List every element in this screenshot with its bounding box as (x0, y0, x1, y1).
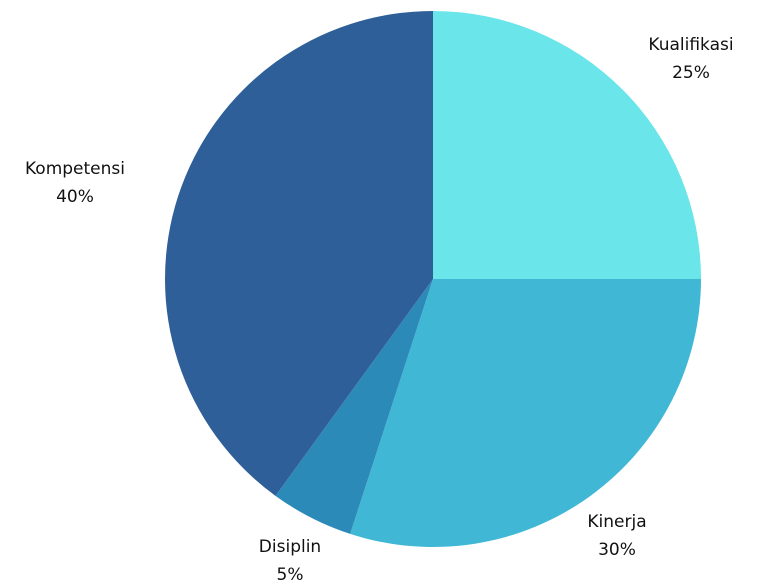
pie-slice-kinerja (350, 279, 701, 547)
slice-label-disiplin: Disiplin (259, 537, 321, 557)
slice-percent-disiplin: 5% (277, 565, 304, 585)
slice-label-kompetensi: Kompetensi (25, 159, 125, 179)
slice-label-kinerja: Kinerja (587, 512, 646, 532)
pie-slice-kompetensi (165, 11, 433, 496)
pie-slice-kualifikasi (433, 11, 701, 279)
slice-percent-kompetensi: 40% (56, 187, 94, 207)
pie-slices (165, 11, 701, 547)
pie-slice-disiplin (275, 279, 433, 534)
slice-percent-kualifikasi: 25% (672, 63, 710, 83)
slice-percent-kinerja: 30% (598, 540, 636, 560)
pie-labels: Kualifikasi 25% Kinerja 30% Disiplin 5% Kompet… (25, 35, 734, 585)
slice-label-kualifikasi: Kualifikasi (648, 35, 733, 55)
